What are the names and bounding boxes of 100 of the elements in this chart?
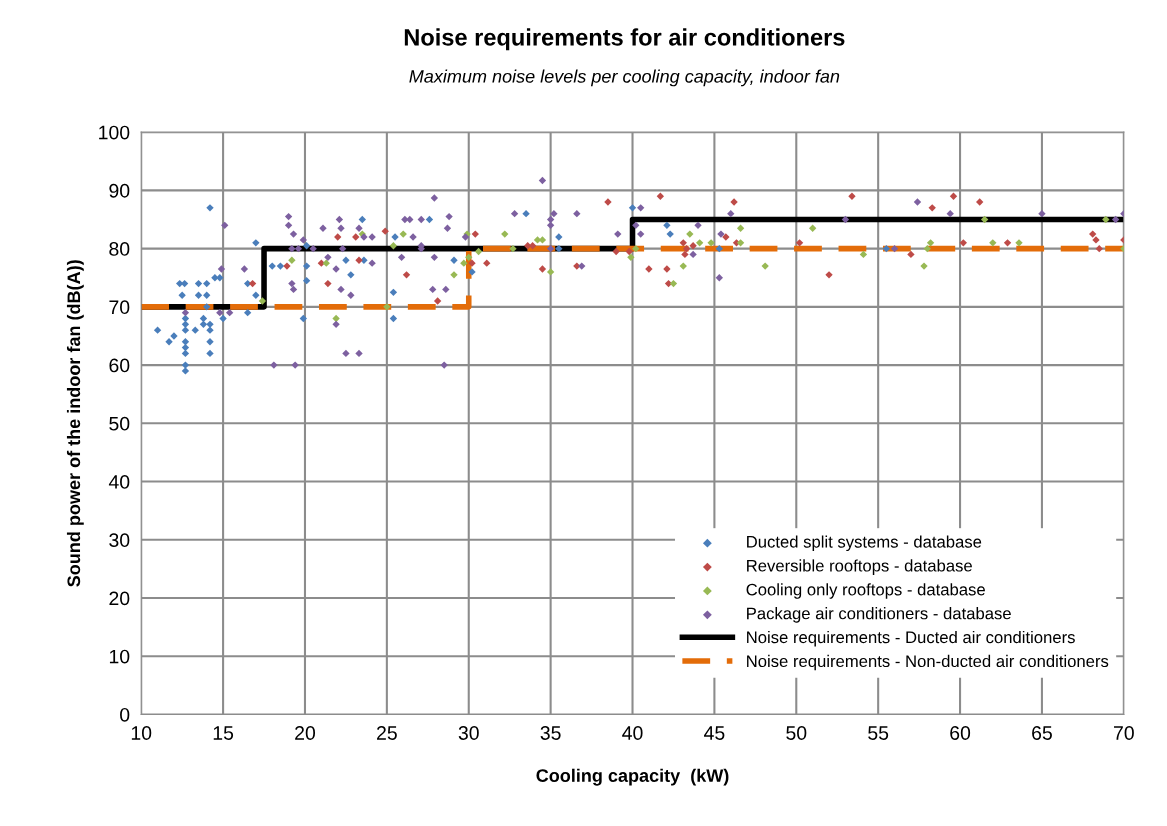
point [181,326,190,334]
point [460,259,468,267]
point [474,247,483,256]
point [689,242,697,250]
point [153,326,162,334]
y-axis-title: Sound power of the indoor fan (dB(A)) [66,260,84,587]
point [627,253,635,262]
point [181,338,190,346]
point [976,198,984,206]
x-tick-label: 45 [704,726,725,740]
point [736,239,745,247]
point [389,314,398,323]
point [682,244,691,253]
legend-label: Reversible rooftops - database [747,559,972,575]
point [276,262,285,270]
point [625,247,633,256]
point [299,314,308,323]
point [178,291,186,299]
point [808,224,817,232]
x-tick-label: 60 [950,726,971,740]
point [194,291,203,299]
point [538,265,547,273]
point [181,349,190,358]
point [926,239,935,247]
point [795,239,804,247]
point [258,297,267,305]
point [1003,239,1012,247]
point [206,349,214,358]
chart-subtitle: Maximum noise levels per cooling capacity, indoor fan [409,69,840,87]
point [181,367,190,375]
point [1089,230,1097,238]
x-tick-label: 10 [131,726,152,740]
legend-label: Noise requirements - Non-ducted air conditioners [747,654,1109,671]
y-tick-label: 60 [109,358,130,373]
point [248,279,257,288]
x-tick-label: 70 [1114,726,1134,740]
y-tick-label: 40 [108,475,130,489]
point [679,239,687,247]
point [347,271,355,279]
x-tick-label: 55 [868,726,889,740]
point [989,239,997,247]
point [389,242,398,250]
point [632,244,640,253]
x-tick-label: 15 [213,726,234,740]
legend-label: Noise requirements - Ducted air conditioners [747,630,1075,647]
point [695,239,704,247]
point [628,204,637,212]
point [656,192,665,200]
point [252,291,260,299]
point [402,271,411,279]
point [949,192,958,200]
point [663,221,671,230]
point [425,215,434,224]
point [736,224,745,232]
y-tick-label: 100 [99,125,130,140]
point [203,303,211,311]
point [360,256,368,264]
point [324,279,332,288]
point [302,276,311,285]
y-tick-label: 20 [109,591,130,606]
x-tick-label: 20 [295,726,316,740]
point [332,314,340,323]
point [959,239,967,247]
y-tick-label: 30 [109,533,130,548]
point [679,262,687,270]
point [715,244,723,253]
point [509,244,517,253]
point [923,244,931,253]
point [928,204,936,212]
point [555,244,563,253]
point [206,320,214,328]
legend-label: Package air conditioners - database [747,607,1011,623]
y-tick-label: 90 [109,183,130,198]
legend-label: Cooling only rooftops - database [746,583,985,599]
point [358,215,366,224]
point [483,259,491,267]
legend-label: Ducted split systems - database [747,535,982,552]
point [322,259,330,267]
x-tick-label: 50 [786,726,807,740]
point [216,274,224,282]
x-tick-label: 65 [1032,726,1052,740]
point [342,256,350,264]
point [243,309,252,317]
y-tick-label: 10 [109,649,130,664]
point [191,326,199,334]
y-tick-label: 70 [109,300,130,315]
point [681,250,689,259]
point [669,279,678,288]
point [203,291,211,299]
point [381,227,389,235]
point [907,250,915,259]
point [181,361,190,369]
point [194,279,203,288]
point [252,239,260,247]
y-tick-label: 80 [109,242,130,256]
point [882,244,891,253]
x-tick-label: 30 [458,726,479,740]
x-tick-label: 35 [540,726,561,740]
point [471,230,479,238]
point [522,210,530,218]
